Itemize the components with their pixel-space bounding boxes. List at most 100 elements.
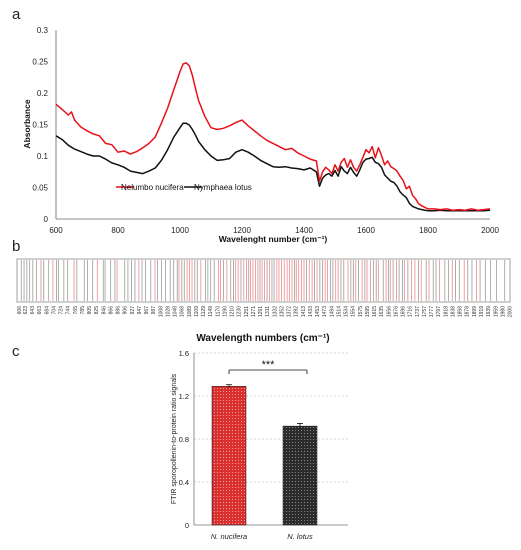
barcode-tick-label: 643 <box>30 306 36 315</box>
bar-y-axis-label: FTIR sporopollenin-to-protein ratio sign… <box>171 373 178 504</box>
barcode-tick-label: 825 <box>94 306 100 315</box>
barcode-tick-label: 1068 <box>180 306 186 317</box>
barcode-tick-label: 785 <box>80 306 86 315</box>
barcode-tick-label: 724 <box>58 306 64 315</box>
significance-bracket: *** <box>228 359 308 374</box>
barcode-frame <box>16 258 511 303</box>
barcode-tick-label: 1392 <box>294 306 300 317</box>
legend-label-lotus: Nymphaea lotus <box>194 183 252 192</box>
series-line-nymphaea-lotus <box>55 122 491 212</box>
y-tick-label: 0 <box>44 215 49 224</box>
spectrum-chart: 0 0.05 0.1 0.15 0.2 0.25 0.3 600 800 1000 1200 140… <box>22 26 499 244</box>
barcode-tick-label: 1615 <box>372 306 378 317</box>
barcode-tick-label: 1777 <box>429 306 435 317</box>
barcode-tick-label: 1109 <box>194 306 200 317</box>
y-tick-label: 0.2 <box>37 89 49 98</box>
bar-category-label: N. nucifera <box>211 532 247 541</box>
barcode-tick-label: 606 <box>17 306 23 315</box>
barcode-tick-label: 1878 <box>465 306 471 317</box>
barcode-tick-label: 1919 <box>479 306 485 317</box>
bar-chart: 0 0.4 0.8 1.2 1.6 N. nucifera N. lotus FTIR s… <box>171 349 348 541</box>
barcode-tick-label: 1575 <box>358 306 364 317</box>
barcode-tick-label: 765 <box>73 306 79 315</box>
wavelength-barcode: 606 623 643 663 684 704 724 744 765 785 805 825 846 8… <box>16 258 514 344</box>
barcode-tick-label: 1089 <box>187 306 193 317</box>
barcode-tick-label: 1230 <box>237 306 243 317</box>
barcode-tick-label: 1635 <box>379 306 385 317</box>
barcode-tick-label: 1716 <box>408 306 414 317</box>
y-tick-label: 0.05 <box>32 184 48 193</box>
barcode-tick-label: 1251 <box>244 306 250 317</box>
barcode-tick-label: 1534 <box>344 306 350 317</box>
barcode-tick-label: 1190 <box>222 306 228 317</box>
barcode-tick-label: 967 <box>144 306 150 315</box>
barcode-tick-label: 1129 <box>201 306 207 317</box>
bar-y-tick-label: 0 <box>185 521 189 530</box>
panel-label-a: a <box>12 6 21 23</box>
y-tick-label: 0.25 <box>32 58 48 67</box>
barcode-tick-label: 886 <box>115 306 121 315</box>
barcode-tick-label: 1008 <box>158 306 164 317</box>
bar-category-label: N. lotus <box>287 532 313 541</box>
barcode-tick-label: 1959 <box>493 306 499 317</box>
x-tick-label: 1000 <box>171 226 189 235</box>
barcode-tick-label: 1048 <box>172 306 178 317</box>
bar-n-lotus <box>282 425 318 526</box>
bar-y-tick-label: 1.6 <box>179 349 189 358</box>
barcode-tick-label: 906 <box>122 306 128 315</box>
barcode-tick-label: 805 <box>87 306 93 315</box>
barcode-tick-label: 1838 <box>451 306 457 317</box>
barcode-tick-label: 1170 <box>215 306 221 317</box>
x-tick-label: 2000 <box>481 226 499 235</box>
x-tick-label: 1400 <box>295 226 313 235</box>
barcode-tick-label: 663 <box>37 306 43 315</box>
barcode-tick-label: 1332 <box>272 306 278 317</box>
barcode-tick-label: 1676 <box>394 306 400 317</box>
x-tick-label: 800 <box>111 226 125 235</box>
barcode-tick-label: 1858 <box>458 306 464 317</box>
barcode-tick-label: 1757 <box>422 306 428 317</box>
y-axis-label: Absorbance <box>22 99 32 148</box>
barcode-tick-label: 1473 <box>322 306 328 317</box>
barcode-tick-label: 1149 <box>208 306 214 317</box>
barcode-tick-label: 1494 <box>330 306 336 317</box>
barcode-tick-label: 1554 <box>351 306 357 317</box>
barcode-tick-label: 684 <box>44 306 50 315</box>
significance-label: *** <box>262 359 276 371</box>
barcode-tick-label: 1595 <box>365 306 371 317</box>
bar-y-tick-label: 0.8 <box>179 435 189 444</box>
barcode-tick-label: 1271 <box>251 306 257 317</box>
barcode-tick-label: 1656 <box>387 306 393 317</box>
barcode-tick-label: 1818 <box>444 306 450 317</box>
series-line-nelumbo-nucifera <box>55 62 491 211</box>
barcode-tick-label: 1352 <box>280 306 286 317</box>
barcode-tick-label: 1899 <box>472 306 478 317</box>
barcode-tick-label: 1028 <box>165 306 171 317</box>
barcode-tick-label: 1372 <box>287 306 293 317</box>
legend-label-nucifera: Nelumbo nucifera <box>121 183 184 192</box>
barcode-tick-label: 1210 <box>230 306 236 317</box>
legend: Nelumbo nucifera Nymphaea lotus <box>116 183 252 192</box>
barcode-tick-label: 1939 <box>486 306 492 317</box>
barcode-tick-label: 623 <box>23 306 29 315</box>
x-tick-label: 1600 <box>357 226 375 235</box>
barcode-tick-label: 927 <box>130 306 136 315</box>
barcode-tick-label: 2000 <box>508 306 514 317</box>
barcode-tick-label: 704 <box>51 306 57 315</box>
x-tick-label: 600 <box>49 226 63 235</box>
bar-y-tick-label: 1.2 <box>179 392 189 401</box>
y-tick-label: 0.3 <box>37 26 49 35</box>
x-tick-label: 1800 <box>419 226 437 235</box>
barcode-x-axis-label: Wavelength numbers (cm⁻¹) <box>196 333 329 344</box>
barcode-tick-label: 846 <box>101 306 107 315</box>
panel-label-b: b <box>12 238 20 255</box>
x-tick-label: 1200 <box>233 226 251 235</box>
barcode-tick-label: 866 <box>108 306 114 315</box>
barcode-tick-label: 1797 <box>436 306 442 317</box>
barcode-tick-label: 987 <box>151 306 157 315</box>
bar-y-tick-label: 0.4 <box>179 478 189 487</box>
barcode-tick-label: 1291 <box>258 306 264 317</box>
bar-n-nucifera <box>211 386 247 526</box>
barcode-tick-label: 1311 <box>265 306 271 317</box>
